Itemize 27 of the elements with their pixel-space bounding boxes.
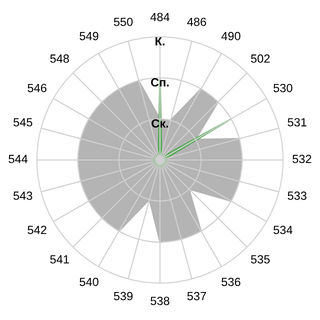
spoke-label: 530: [274, 84, 292, 92]
spoke-label: 550: [114, 18, 133, 26]
spoke-label: 531: [288, 118, 306, 126]
spoke-label: 484: [150, 12, 170, 22]
spoke-label: 537: [187, 292, 206, 300]
spoke-label: 540: [80, 278, 98, 286]
y-tick-label: К.: [156, 37, 164, 46]
y-tick-label: Сп.: [151, 78, 169, 87]
spoke-label: 542: [28, 226, 46, 234]
spoke-label: 549: [80, 32, 98, 40]
spoke-label: 486: [187, 18, 206, 26]
spoke-label: 535: [251, 255, 270, 264]
spoke-label: 533: [288, 192, 306, 200]
spoke-label: 538: [150, 296, 170, 306]
spoke-label: 544: [8, 154, 28, 164]
spoke-label: 545: [14, 118, 32, 126]
spoke-label: 534: [274, 226, 292, 234]
spoke-label: 532: [292, 154, 312, 164]
spoke-label: 543: [14, 192, 32, 200]
spoke-label: 502: [251, 54, 270, 63]
spoke-label: 536: [222, 278, 240, 286]
spoke-label: 539: [114, 292, 133, 300]
spoke-label: 546: [28, 84, 46, 92]
spoke-label: 548: [50, 54, 69, 63]
spoke-label: 541: [50, 255, 69, 264]
spoke-label: 490: [221, 32, 240, 40]
y-tick-label: Ск.: [152, 119, 168, 128]
